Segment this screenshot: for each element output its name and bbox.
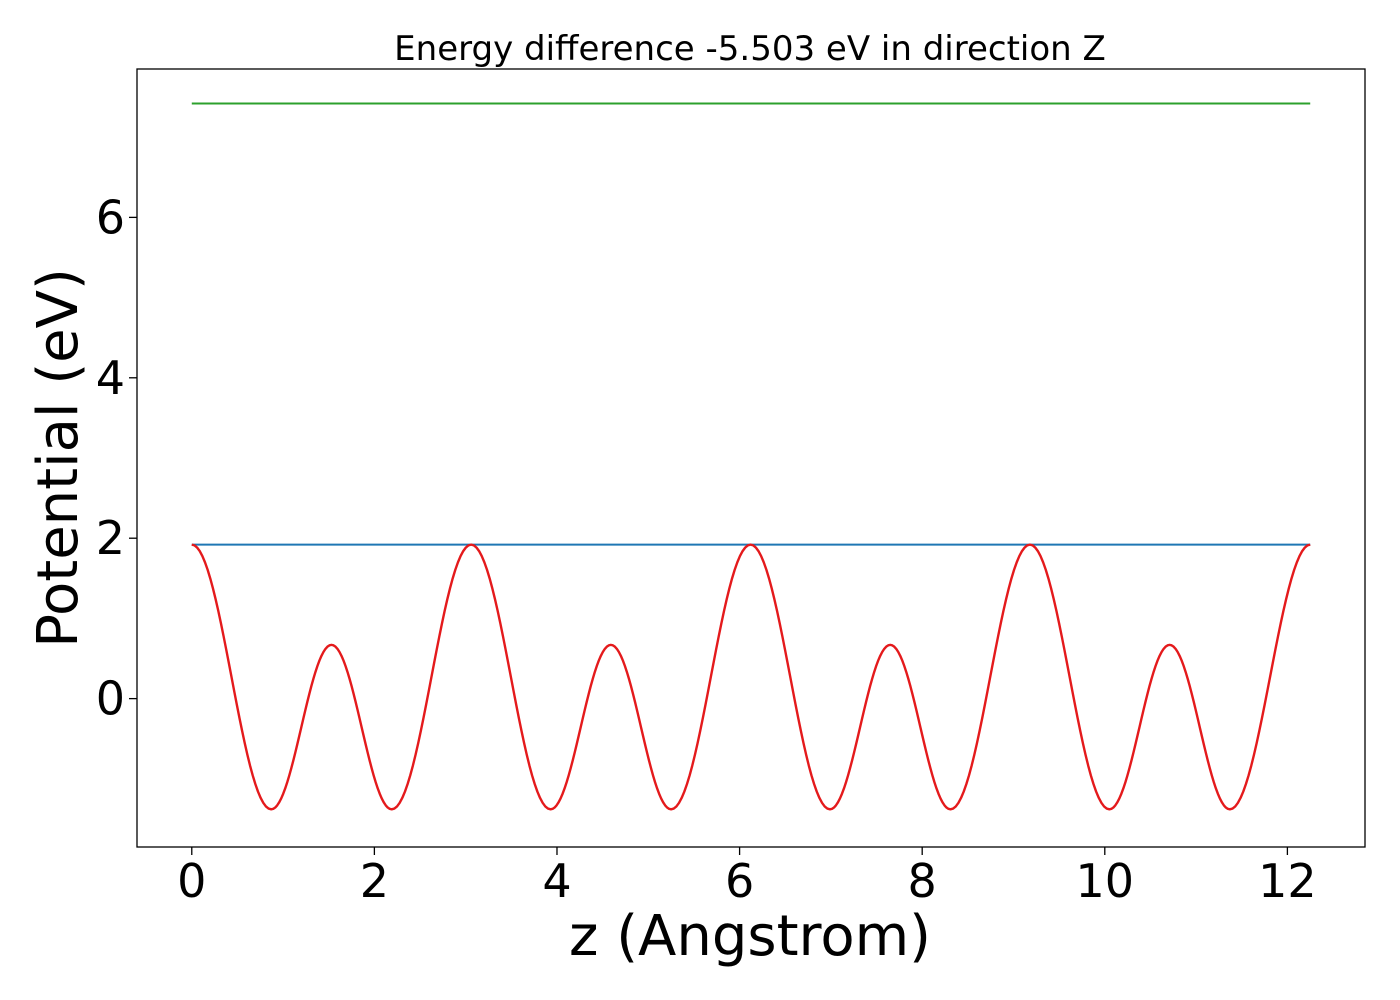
plot-frame <box>136 68 1366 848</box>
x-axis-label: z (Angstrom) <box>569 904 931 969</box>
chart-title: Energy difference -5.503 eV in direction… <box>394 29 1106 69</box>
plot-lines <box>191 102 1311 811</box>
y-tick-label: 6 <box>96 190 125 244</box>
x-tick-label: 6 <box>725 854 754 908</box>
y-tick-label: 2 <box>96 511 125 565</box>
y-tick-label: 4 <box>96 351 125 405</box>
y-tick-label: 0 <box>96 672 125 726</box>
x-tick-label: 2 <box>360 854 389 908</box>
x-tick-label: 12 <box>1258 854 1317 908</box>
x-tick-label: 10 <box>1076 854 1135 908</box>
x-tick-label: 0 <box>177 854 206 908</box>
series-line-2 <box>191 543 1311 811</box>
y-axis-label: Potential (eV) <box>26 268 91 648</box>
x-axis-ticks: 0 2 4 6 8 10 12 <box>177 847 1317 908</box>
x-tick-label: 8 <box>908 854 937 908</box>
x-tick-label: 4 <box>542 854 571 908</box>
y-axis-ticks: 0 2 4 6 <box>96 190 137 726</box>
